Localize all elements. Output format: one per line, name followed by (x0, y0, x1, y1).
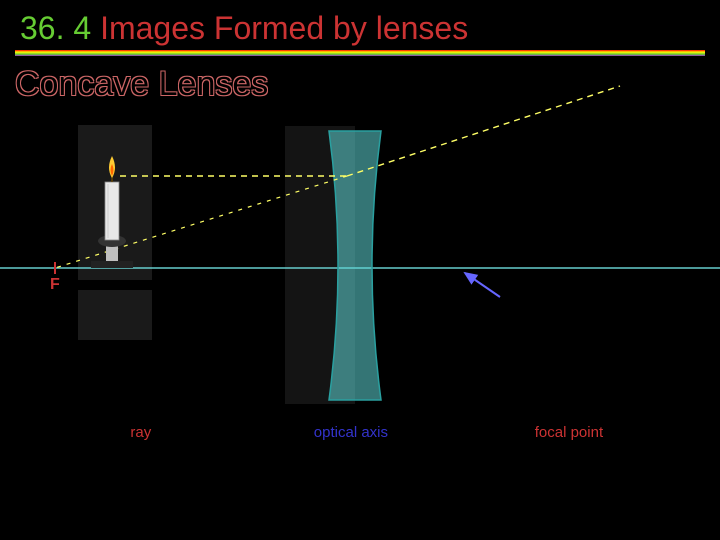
ray-refracted (347, 86, 620, 176)
caption-ray-word: ray (130, 424, 151, 441)
caption-focal-word: focal point (535, 424, 603, 441)
candle-holder-base (91, 261, 133, 268)
axis-pointer-arrow (465, 273, 500, 297)
focal-point-label: F (50, 276, 60, 294)
candle-body (105, 182, 119, 240)
optical-axis-label: optical axis (622, 285, 701, 303)
shadow-block (78, 290, 152, 340)
caption-axis-word: optical axis (314, 424, 388, 441)
caption-part: . (603, 424, 607, 441)
caption-text: The first ray comes in parallel to the o… (72, 424, 607, 441)
lens-diagram (0, 0, 720, 540)
caption-part: The first (72, 424, 130, 441)
caption-part: and refracts from the (388, 424, 535, 441)
caption-part: comes in parallel to the (151, 424, 314, 441)
